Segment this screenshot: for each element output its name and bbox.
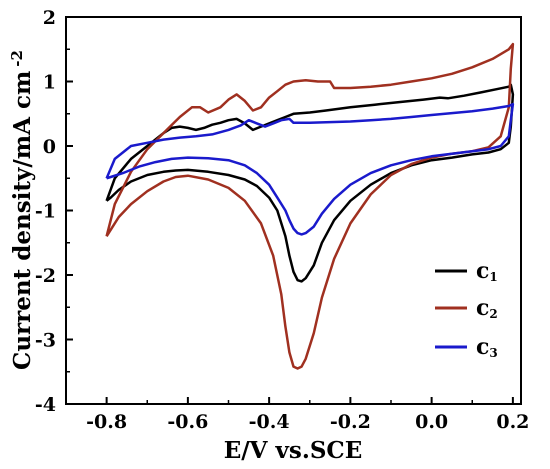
y-tick-label: 1 <box>43 72 56 94</box>
legend-label-c3: c3 <box>476 334 498 360</box>
x-tick-label: -0.8 <box>86 411 127 433</box>
y-axis-ticks: -4 -3 -2 -1 0 1 2 <box>35 7 73 416</box>
legend-label-name: c <box>476 295 489 321</box>
series-line-c3 <box>105 102 515 236</box>
x-tick-label: 0.2 <box>496 411 529 433</box>
x-tick-label: 0.0 <box>415 411 448 433</box>
y-axis-title-exponent: -2 <box>8 50 26 67</box>
x-tick-label: -0.6 <box>167 411 208 433</box>
x-axis-title: E/V vs.SCE <box>224 437 363 464</box>
y-tick-label: 0 <box>43 136 56 158</box>
y-tick-label: -3 <box>35 330 56 352</box>
y-axis-title-main: Current density/mA cm <box>9 71 36 370</box>
legend-label-subscript: 1 <box>489 270 497 284</box>
y-axis-title: Current density/mA cm -2 <box>8 50 36 370</box>
series-line-c2 <box>105 42 515 370</box>
x-tick-label: -0.4 <box>249 411 290 433</box>
series-layer <box>105 42 515 370</box>
series-line-c1 <box>105 83 515 283</box>
legend-label-subscript: 3 <box>489 346 497 360</box>
y-tick-label: -1 <box>35 201 56 223</box>
legend-label-name: c <box>476 334 489 360</box>
legend-label-c1: c1 <box>476 258 498 284</box>
y-tick-label: -4 <box>35 394 56 416</box>
legend-label-c2: c2 <box>476 295 498 321</box>
legend-label-name: c <box>476 258 489 284</box>
y-tick-label: -2 <box>35 265 56 287</box>
y-tick-label: 2 <box>43 7 56 29</box>
x-axis-ticks: -0.8 -0.6 -0.4 -0.2 0.0 0.2 <box>65 397 529 433</box>
x-tick-label: -0.2 <box>330 411 371 433</box>
legend-label-subscript: 2 <box>489 307 497 321</box>
